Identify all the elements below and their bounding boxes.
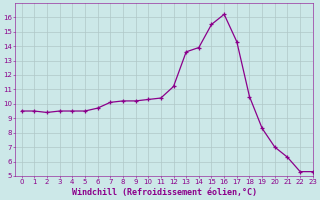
- X-axis label: Windchill (Refroidissement éolien,°C): Windchill (Refroidissement éolien,°C): [71, 188, 257, 197]
